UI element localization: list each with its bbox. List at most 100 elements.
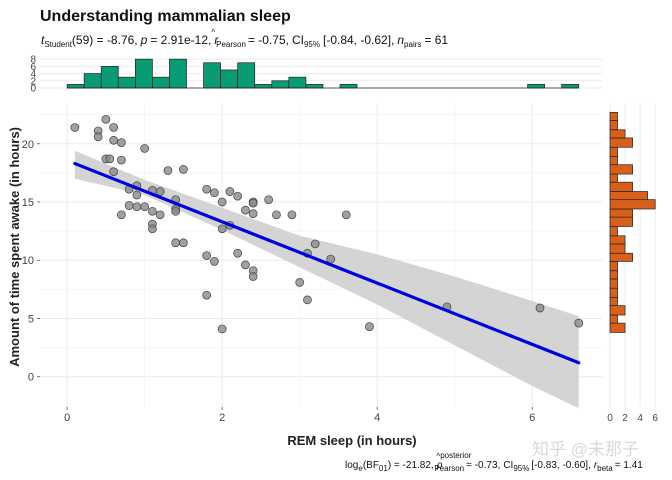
scatter-point xyxy=(109,135,118,145)
scatter-point xyxy=(272,210,281,220)
y-tick-label: 0 xyxy=(28,372,34,384)
right-hist-xtick: 0 xyxy=(607,413,613,424)
scatter-point xyxy=(179,165,188,174)
scatter-point xyxy=(241,205,250,215)
top-hist-bar xyxy=(152,76,170,89)
scatter-point xyxy=(148,206,157,216)
scatter-point xyxy=(264,195,274,205)
cap-bf: (BF xyxy=(363,460,379,471)
regression-line xyxy=(73,161,581,365)
scatter-point xyxy=(295,278,305,287)
scatter-point xyxy=(148,224,157,234)
top-hist-bar xyxy=(561,84,580,89)
scatter-point xyxy=(140,144,149,153)
right-hist-bar xyxy=(609,216,633,227)
right-hist-bar xyxy=(609,181,633,192)
stat-r: r xyxy=(214,33,219,47)
scatter-point xyxy=(233,248,243,258)
top-hist-bar xyxy=(134,58,153,89)
scatter-point xyxy=(574,318,584,328)
scatter-point xyxy=(225,187,235,196)
chart-caption: loge(BF01) = -21.82, ρ^posterior Pearson = … xyxy=(345,451,643,473)
top-hist-ytick: 8 xyxy=(30,55,36,66)
top-hist-ytick: 2 xyxy=(30,76,36,87)
cap-r: r xyxy=(594,460,598,471)
right-hist-bar xyxy=(609,305,626,316)
right-hist-bar xyxy=(609,261,618,272)
scatter-point xyxy=(210,257,219,266)
y-tick-label: 10 xyxy=(22,255,34,267)
scatter-point xyxy=(248,209,258,219)
cap-rho-val: = -0.73, xyxy=(466,460,500,471)
cap-bf-val: ) = -21.82, xyxy=(388,460,434,471)
cap-ci-sub: 95% xyxy=(513,464,529,473)
top-hist-bar xyxy=(288,76,307,89)
scatter-point xyxy=(287,210,297,220)
stat-ci: CI xyxy=(292,33,304,47)
x-tick-label: 0 xyxy=(64,412,70,424)
top-hist-bar xyxy=(339,84,358,89)
scatter-point xyxy=(155,187,165,196)
scatter-point xyxy=(241,260,250,270)
stat-p: p xyxy=(140,33,148,47)
scatter-point xyxy=(248,272,258,281)
stat-t: t xyxy=(41,33,45,47)
scatter-point xyxy=(202,184,212,194)
top-hist-bar xyxy=(220,69,239,89)
cap-ci-val: [-0.83, -0.60], xyxy=(531,460,590,471)
right-hist-bar xyxy=(609,208,633,218)
y-tick-label: 20 xyxy=(22,139,34,151)
scatter-points xyxy=(70,114,584,334)
right-hist-bar xyxy=(609,226,618,237)
cap-rho-sub: Pearson xyxy=(434,464,464,473)
scatter-point xyxy=(303,295,312,305)
scatter-point xyxy=(202,251,212,260)
right-hist-bar xyxy=(609,297,618,307)
scatter-point xyxy=(210,188,219,198)
right-hist-xtick: 4 xyxy=(637,413,643,424)
cap-rho-sup: posterior xyxy=(440,451,471,460)
top-hist-bar xyxy=(254,84,273,89)
scatter-point xyxy=(535,303,545,313)
right-hist-bar xyxy=(609,278,618,289)
scatter-point xyxy=(171,206,181,216)
scatter-point xyxy=(117,155,126,165)
cap-rho: ρ xyxy=(436,460,443,471)
scatter-point xyxy=(132,202,142,212)
watermark-text: 知乎 @未那子 xyxy=(532,440,639,459)
y-axis-label: Amount of time spent awake (in hours) xyxy=(7,127,22,367)
scatter-point xyxy=(109,123,118,132)
right-hist-xtick: 2 xyxy=(622,413,628,424)
top-hist-bar xyxy=(83,73,102,89)
right-hist-bar xyxy=(609,146,618,157)
top-hist-ytick: 0 xyxy=(30,84,36,95)
main-axes: 0 2 4 6 0 5 10 15 20 xyxy=(22,139,536,424)
x-axis-label: REM sleep (in hours) xyxy=(287,433,416,448)
top-hist-ytick: 6 xyxy=(30,62,36,73)
right-hist-xtick: 6 xyxy=(652,413,658,424)
top-hist-ytick: 4 xyxy=(30,69,36,80)
cap-ci: CI xyxy=(503,460,513,471)
right-hist-bar xyxy=(609,173,618,183)
scatter-point xyxy=(217,324,227,334)
top-hist-bar xyxy=(100,66,119,89)
right-hist-bar xyxy=(609,314,618,324)
scatter-point xyxy=(163,166,173,175)
top-hist-bar xyxy=(66,84,85,89)
y-tick-label: 5 xyxy=(28,313,34,325)
right-hist-bar xyxy=(609,156,618,166)
top-hist-bar xyxy=(237,62,256,89)
stat-t-sub: Student xyxy=(44,40,72,49)
scatter-point xyxy=(217,224,227,234)
cap-bf01: 01 xyxy=(379,464,388,473)
scatter-point xyxy=(341,210,351,220)
ci-band-area xyxy=(74,150,579,409)
top-hist-bar xyxy=(169,58,187,89)
scatter-point xyxy=(171,238,181,248)
stat-n-val: = 61 xyxy=(424,33,448,47)
confidence-band xyxy=(74,150,579,409)
right-hist-bar xyxy=(609,199,656,210)
y-tick-label: 15 xyxy=(22,197,34,209)
